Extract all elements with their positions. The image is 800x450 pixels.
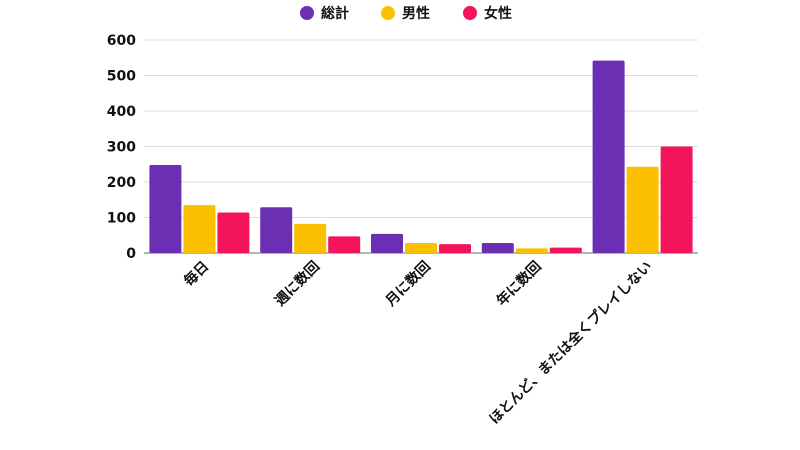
x-category-label: 毎日 [180, 258, 212, 290]
y-tick-label: 0 [126, 246, 136, 262]
bar-3-1 [217, 212, 250, 253]
legend-swatch [381, 6, 395, 20]
bars [149, 60, 693, 254]
legend-label: 女性 [484, 5, 512, 22]
bar-3-4 [549, 247, 582, 253]
bar-2-2 [294, 223, 327, 253]
legend-swatch [300, 6, 314, 20]
bar-3-2 [328, 236, 361, 253]
y-tick-label: 600 [107, 33, 136, 49]
bar-3-5 [660, 146, 693, 253]
legend-label: 総計 [321, 5, 349, 22]
y-tick-label: 400 [107, 104, 136, 120]
x-category-label: 年に数回 [493, 258, 545, 310]
bar-2-1 [183, 205, 216, 253]
bar-1-1 [149, 164, 182, 253]
y-tick-label: 200 [107, 175, 136, 191]
x-category-label: 月に数回 [382, 258, 434, 310]
bar-1-5 [592, 60, 625, 254]
bar-1-4 [481, 243, 514, 253]
legend-label: 男性 [402, 5, 430, 22]
y-tick-label: 500 [107, 69, 136, 85]
y-tick-label: 100 [107, 211, 136, 227]
bar-2-4 [515, 248, 548, 253]
x-category-label: 週に数回 [271, 258, 323, 310]
y-tick-label: 300 [107, 140, 136, 156]
y-axis: 0 100 200 300 400 500 600 [107, 33, 136, 262]
bar-2-3 [405, 243, 437, 253]
bar-1-2 [260, 207, 293, 253]
bar-2-5 [626, 166, 659, 253]
legend: 総計 男性 女性 [300, 5, 512, 22]
bar-1-3 [371, 233, 403, 253]
bar-3-3 [439, 244, 471, 253]
legend-swatch [463, 6, 477, 20]
